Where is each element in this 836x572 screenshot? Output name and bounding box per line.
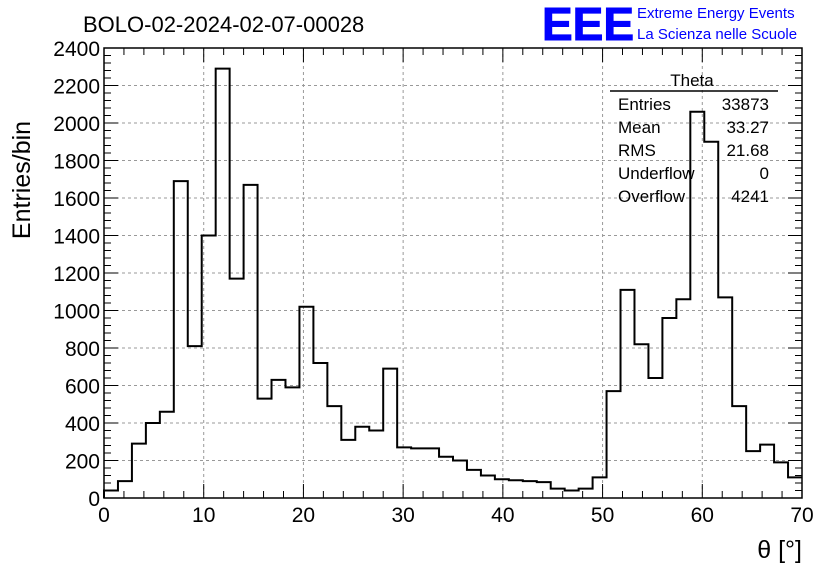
histogram-bin (774, 462, 788, 498)
stats-box-title: Theta (670, 71, 714, 90)
histogram-bin (397, 447, 411, 498)
histogram-bin (579, 489, 593, 498)
histogram-bin (411, 448, 425, 498)
histogram-bin (132, 444, 146, 498)
histogram-bin (244, 185, 258, 498)
histogram-bin (188, 346, 202, 498)
histogram-bin (509, 480, 523, 498)
x-tick-label: 40 (491, 504, 514, 527)
histogram-bin (565, 491, 579, 499)
axis-ticks (103, 47, 803, 499)
histogram-series (103, 67, 802, 499)
histogram-bin (760, 445, 774, 498)
histogram-bin (704, 142, 718, 498)
y-tick-label: 1000 (53, 301, 100, 324)
logo-line-2: La Scienza nelle Scuole (637, 26, 797, 43)
x-tick-label: 30 (391, 504, 414, 527)
y-tick-label: 1800 (53, 151, 100, 174)
histogram-bin (202, 236, 216, 499)
histogram-bin (299, 307, 313, 498)
histogram-bin (732, 406, 746, 498)
histogram-bin (746, 451, 760, 498)
chart-title: BOLO-02-2024-02-07-00028 (83, 12, 364, 37)
y-axis-title: Entries/bin (8, 121, 36, 239)
y-tick-label: 400 (65, 413, 100, 436)
y-tick-label: 0 (88, 488, 100, 511)
x-axis-title: θ [°] (757, 536, 802, 564)
histogram-bin (160, 412, 174, 498)
histogram-bin (258, 399, 272, 498)
histogram-bin (285, 387, 299, 498)
grid-lines (104, 48, 802, 498)
stats-row-value: 0 (760, 164, 769, 183)
stats-row-value: 21.68 (726, 141, 769, 160)
logo-line-1: Extreme Energy Events (637, 5, 795, 22)
histogram-bin (216, 69, 230, 498)
tick-labels: 0 10 20 30 40 50 60 70 0 200 400 600 800 1000 1200 1400… (53, 38, 813, 527)
histogram-bin (439, 457, 453, 498)
stats-row-value: 33873 (722, 95, 769, 114)
histogram-bin (313, 363, 327, 498)
histogram-bin (648, 378, 662, 498)
histogram-bin (230, 279, 244, 498)
histogram-bin (634, 344, 648, 498)
histogram-bin (327, 406, 341, 498)
histogram-bin (272, 380, 286, 498)
x-tick-label: 20 (292, 504, 315, 527)
histogram-bin (523, 481, 537, 498)
stats-box: Theta Entries 33873 Mean 33.27 RMS 21.68 Under… (610, 71, 778, 206)
stats-rows: Entries 33873 Mean 33.27 RMS 21.68 Underflow 0 O… (618, 95, 769, 206)
histogram-bin (676, 299, 690, 498)
y-tick-label: 1200 (53, 263, 100, 286)
y-tick-label: 1600 (53, 188, 100, 211)
y-tick-label: 200 (65, 451, 100, 474)
eee-logo-mark: EEE (542, 0, 634, 50)
x-tick-label: 10 (192, 504, 215, 527)
histogram-bin (146, 423, 160, 498)
histogram-bin (718, 297, 732, 498)
x-tick-label: 70 (790, 504, 813, 527)
stats-row-label: Overflow (618, 187, 686, 206)
histogram-bin (537, 482, 551, 498)
histogram-outline (103, 67, 802, 498)
y-tick-label: 2000 (53, 113, 100, 136)
histogram-bin (174, 181, 188, 498)
histogram-bin (104, 491, 118, 499)
y-tick-label: 2200 (53, 76, 100, 99)
histogram-bin (788, 477, 802, 498)
y-tick-label: 1400 (53, 226, 100, 249)
stats-row-value: 4241 (731, 187, 769, 206)
histogram-bin (593, 477, 607, 498)
x-tick-label: 50 (591, 504, 614, 527)
histogram-bin (607, 391, 621, 498)
eee-logo: EEE Extreme Energy Events La Scienza nel… (542, 0, 798, 51)
histogram-bin (383, 369, 397, 498)
histogram-bin (467, 470, 481, 498)
histogram-bin (369, 431, 383, 499)
stats-row-label: Underflow (618, 164, 695, 183)
histogram-bin (662, 318, 676, 498)
x-tick-label: 60 (691, 504, 714, 527)
histogram-bin (425, 448, 439, 498)
histogram-bin (621, 290, 635, 498)
stats-row-label: RMS (618, 141, 656, 160)
y-tick-label: 2400 (53, 38, 100, 61)
stats-row-label: Mean (618, 118, 661, 137)
histogram-bin (453, 461, 467, 499)
x-tick-label: 0 (98, 504, 110, 527)
stats-row-value: 33.27 (726, 118, 769, 137)
histogram-bin (355, 427, 369, 498)
stats-row-label: Entries (618, 95, 671, 114)
histogram-bin (341, 440, 355, 498)
y-tick-label: 800 (65, 338, 100, 361)
histogram-bin (118, 481, 132, 498)
histogram-bin (495, 479, 509, 498)
y-tick-label: 600 (65, 376, 100, 399)
